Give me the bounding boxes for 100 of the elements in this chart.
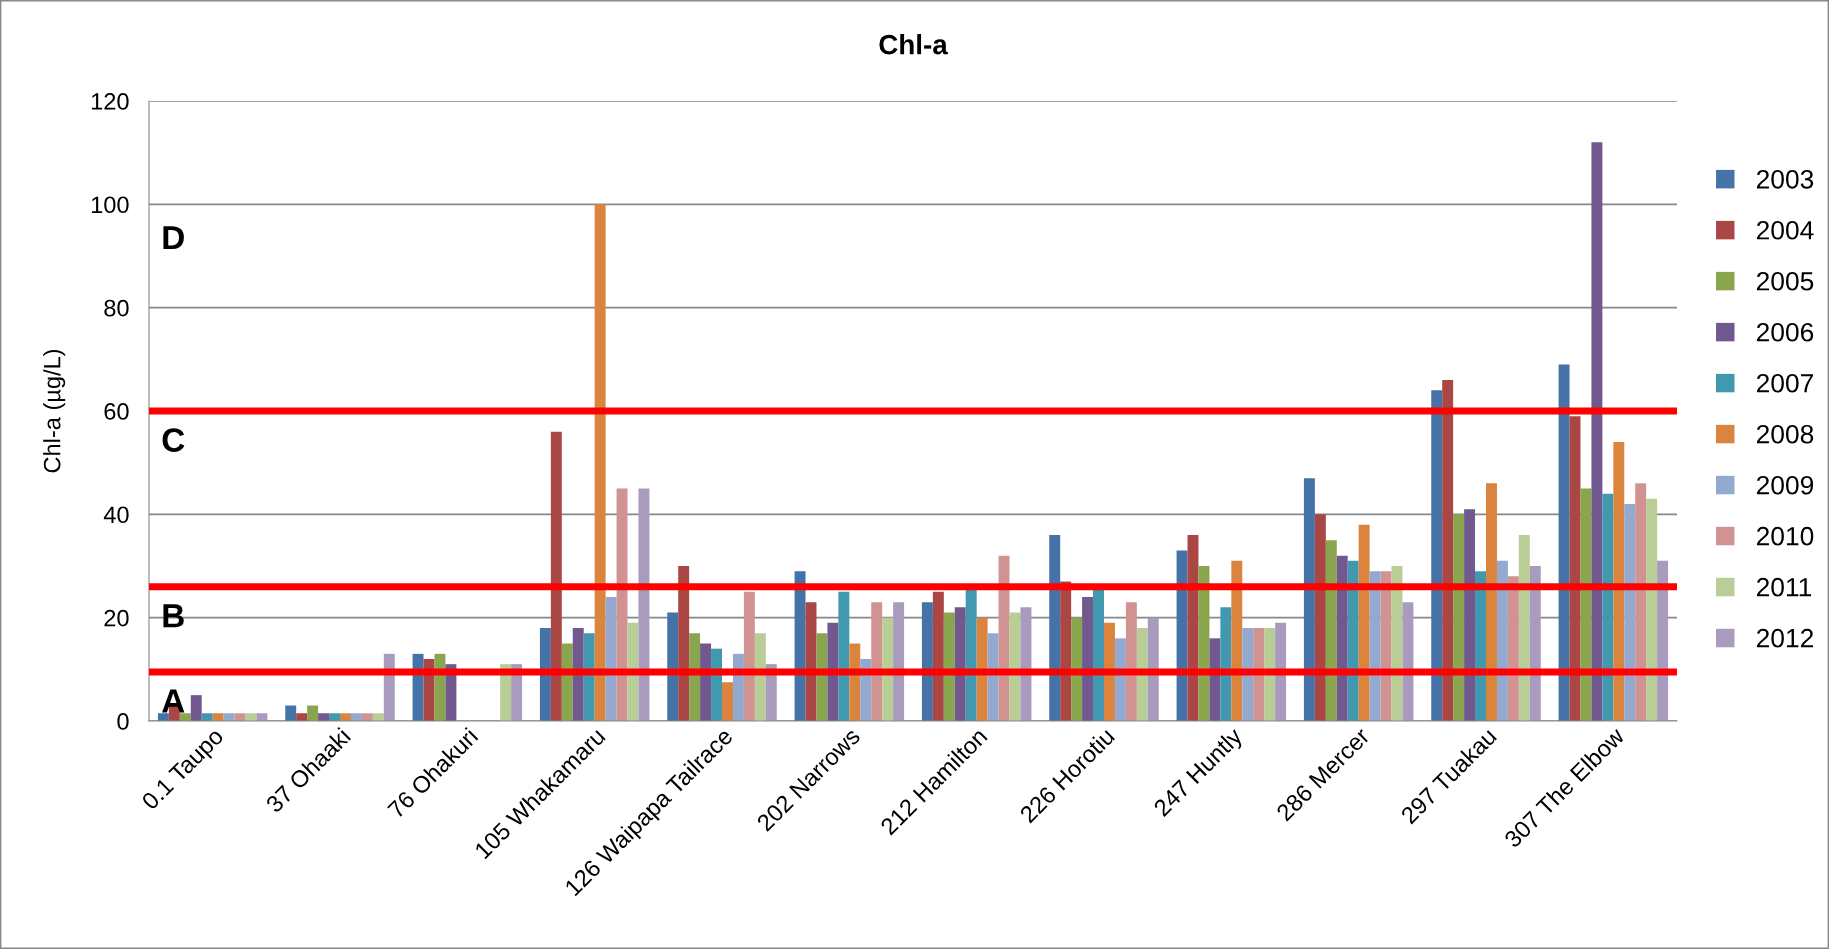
annotation: B xyxy=(163,604,184,628)
bar xyxy=(1071,617,1083,721)
bar xyxy=(871,602,883,721)
bar xyxy=(1303,478,1315,721)
legend-label: 2010 xyxy=(1756,526,1814,546)
legend-label: 2003 xyxy=(1756,169,1814,189)
bar xyxy=(1624,504,1636,721)
bar xyxy=(1253,628,1265,721)
bar xyxy=(743,591,755,721)
bar xyxy=(1369,571,1381,721)
chart-title: Chl-a xyxy=(879,34,948,55)
bar xyxy=(1020,607,1032,721)
bar xyxy=(1475,571,1486,721)
legend-label: 2009 xyxy=(1756,475,1814,495)
bar xyxy=(296,713,308,721)
y-tick-label: 100 xyxy=(91,196,129,214)
bar xyxy=(190,695,202,721)
bar xyxy=(361,713,373,721)
bar xyxy=(1347,560,1359,721)
bar xyxy=(1518,535,1530,721)
bar xyxy=(1231,560,1243,721)
bar xyxy=(1657,560,1669,721)
y-tick-label: 60 xyxy=(104,403,129,420)
bar xyxy=(838,591,850,721)
y-tick-label: 80 xyxy=(104,299,129,317)
bar xyxy=(1198,566,1210,721)
y-tick-label: 40 xyxy=(103,506,129,524)
annotation: D xyxy=(163,226,184,250)
y-tick-label: 0 xyxy=(117,713,129,730)
bar xyxy=(1453,514,1465,721)
bar xyxy=(932,591,944,721)
bar xyxy=(157,713,169,721)
bar xyxy=(1336,555,1348,721)
bar xyxy=(1209,638,1221,721)
bar xyxy=(1220,607,1232,721)
bar xyxy=(987,633,999,721)
legend-label: 2012 xyxy=(1756,628,1813,648)
bar xyxy=(616,488,628,721)
bar xyxy=(1049,535,1061,721)
bar xyxy=(329,713,340,721)
bar xyxy=(1125,602,1137,721)
bar xyxy=(583,633,595,721)
legend-label: 2011 xyxy=(1756,577,1812,597)
bar xyxy=(201,713,213,721)
bar xyxy=(1136,628,1148,721)
bar xyxy=(539,628,551,721)
bar xyxy=(350,713,362,721)
bar xyxy=(212,713,224,721)
bar xyxy=(921,602,933,721)
bar xyxy=(998,555,1010,721)
bar xyxy=(550,431,562,721)
bar xyxy=(1380,571,1392,721)
y-axis-title: Chl-a (µg/L) xyxy=(43,349,66,473)
bar xyxy=(678,566,690,721)
legend-label: 2006 xyxy=(1756,322,1814,342)
bar xyxy=(307,705,319,721)
bar xyxy=(1314,514,1326,721)
bar xyxy=(689,633,701,721)
bar xyxy=(1147,617,1159,721)
bar xyxy=(667,612,679,721)
bar xyxy=(1580,488,1592,721)
y-tick-label: 20 xyxy=(104,609,129,627)
bar xyxy=(954,607,966,721)
bar xyxy=(976,617,988,721)
bar xyxy=(882,617,894,721)
bar xyxy=(256,713,268,721)
bar xyxy=(827,622,839,721)
bar xyxy=(638,488,650,721)
bar xyxy=(1176,550,1188,721)
bar xyxy=(1558,364,1570,721)
bar xyxy=(893,602,905,721)
bar xyxy=(1486,483,1497,721)
bar xyxy=(1402,602,1414,721)
bar xyxy=(340,713,351,721)
bar xyxy=(1114,638,1126,721)
legend-label: 2007 xyxy=(1756,373,1813,393)
bar xyxy=(816,633,828,721)
bar xyxy=(318,713,330,721)
bar xyxy=(943,612,955,721)
bar xyxy=(179,713,191,721)
y-tick-label: 120 xyxy=(91,93,129,110)
bar xyxy=(572,628,584,721)
bar xyxy=(1464,509,1476,721)
bar xyxy=(223,713,235,721)
bar xyxy=(1496,560,1508,721)
bar xyxy=(1442,380,1454,721)
legend-label: 2005 xyxy=(1756,271,1814,291)
bar xyxy=(594,204,606,721)
bar xyxy=(1613,442,1625,721)
bar xyxy=(234,713,246,721)
annotation: A xyxy=(162,689,185,713)
bar xyxy=(722,682,733,721)
bar xyxy=(285,705,297,721)
bar xyxy=(1529,566,1541,721)
bar xyxy=(1635,483,1647,721)
bar xyxy=(1646,498,1658,721)
bar xyxy=(1358,524,1370,721)
bar xyxy=(1104,622,1115,721)
bar xyxy=(754,633,766,721)
legend-label: 2008 xyxy=(1756,424,1814,444)
